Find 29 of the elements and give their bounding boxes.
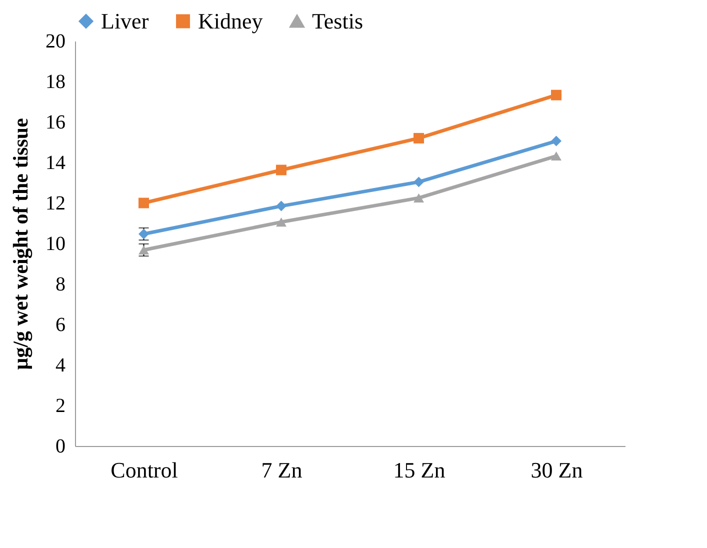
point bbox=[414, 193, 424, 202]
point bbox=[551, 151, 562, 161]
y-tick-label: 20 bbox=[46, 30, 66, 52]
x-tick-label: Control bbox=[110, 458, 178, 482]
y-tick-label: 2 bbox=[56, 395, 66, 417]
point bbox=[551, 136, 562, 146]
point bbox=[276, 164, 286, 176]
legend-label: Kidney bbox=[198, 8, 263, 34]
y-tick-label: 10 bbox=[46, 233, 66, 255]
legend-label: Liver bbox=[101, 8, 150, 34]
y-tick-label: 4 bbox=[56, 354, 66, 376]
legend-label: Testis bbox=[312, 8, 364, 34]
point bbox=[414, 176, 424, 188]
point bbox=[414, 132, 424, 144]
y-tick-label: 6 bbox=[56, 314, 66, 336]
point bbox=[551, 90, 562, 100]
point bbox=[276, 200, 286, 212]
x-tick-label: 7 Zn bbox=[261, 458, 302, 482]
y-tick-label: 0 bbox=[56, 436, 66, 458]
point bbox=[276, 217, 286, 227]
y-tick-label: 18 bbox=[46, 71, 66, 93]
x-tick-label: 15 Zn bbox=[393, 458, 446, 482]
y-tick-label: 16 bbox=[46, 112, 66, 134]
y-axis-title: µg/g wet weight of the tissue bbox=[8, 118, 32, 370]
y-tick-label: 14 bbox=[46, 152, 66, 174]
y-tick-label: 8 bbox=[56, 274, 66, 296]
x-tick-label: 30 Zn bbox=[530, 458, 583, 482]
y-tick-label: 12 bbox=[46, 192, 66, 214]
point bbox=[138, 198, 149, 208]
